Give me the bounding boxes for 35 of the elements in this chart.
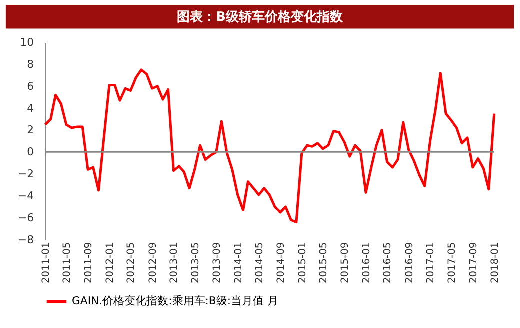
x-tick-label: 2013-09 bbox=[212, 242, 223, 284]
x-tick-label: 2014-01 bbox=[233, 242, 244, 284]
y-tick-label: 6 bbox=[27, 80, 34, 93]
x-tick-label: 2014-05 bbox=[254, 242, 266, 284]
x-tick-label: 2012-09 bbox=[148, 242, 159, 284]
x-tick-label: 2015-05 bbox=[318, 242, 330, 284]
x-tick-label: 2012-05 bbox=[126, 242, 138, 284]
y-tick-label: 10 bbox=[20, 36, 34, 49]
y-tick-label: 2 bbox=[27, 124, 34, 137]
y-tick-label: 0 bbox=[27, 146, 34, 159]
x-tick-label: 2013-05 bbox=[190, 242, 202, 284]
x-tick-label: 2017-05 bbox=[446, 242, 458, 284]
x-tick-label: 2016-05 bbox=[382, 242, 394, 284]
x-tick-label: 2016-09 bbox=[404, 242, 416, 284]
legend-label: GAIN.价格变化指数:乘用车:B级:当月值 月 bbox=[72, 294, 278, 308]
x-tick-label: 2018-01 bbox=[490, 242, 501, 284]
x-tick-label: 2017-09 bbox=[468, 242, 480, 284]
y-tick-label: −8 bbox=[18, 233, 34, 246]
x-tick-label: 2013-01 bbox=[169, 242, 180, 284]
x-tick-label: 2012-01 bbox=[104, 242, 116, 284]
y-tick-label: 4 bbox=[27, 102, 34, 115]
x-tick-label: 2011-01 bbox=[40, 242, 52, 284]
x-tick-label: 2014-09 bbox=[276, 242, 287, 284]
y-tick-label: −4 bbox=[18, 189, 34, 202]
y-tick-label: −6 bbox=[18, 211, 34, 224]
y-tick-label: −2 bbox=[18, 168, 34, 181]
line-series bbox=[44, 68, 496, 224]
x-tick-label: 2015-09 bbox=[340, 242, 352, 284]
x-tick-label: 2011-09 bbox=[84, 242, 95, 284]
x-tick-label: 2015-01 bbox=[297, 242, 308, 284]
y-tick-label: 8 bbox=[27, 58, 34, 71]
x-tick-label: 2011-05 bbox=[62, 242, 73, 284]
x-tick-label: 2016-01 bbox=[361, 242, 372, 284]
chart-title: 图表：B级轿车价格变化指数 bbox=[177, 8, 344, 25]
x-tick-label: 2017-01 bbox=[426, 242, 437, 284]
